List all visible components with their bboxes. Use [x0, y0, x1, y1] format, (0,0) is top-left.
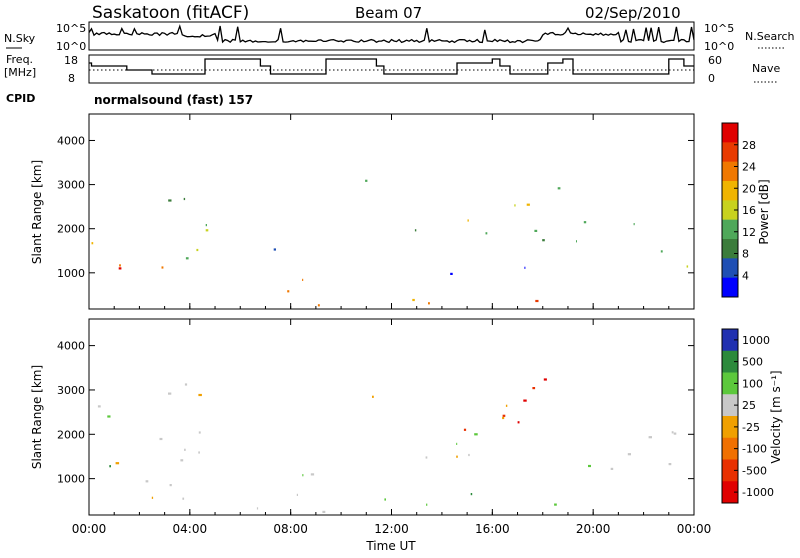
- power-colorbar-tick: 8: [742, 248, 749, 261]
- noise-right-label: N.Search: [745, 30, 795, 43]
- station-title: Saskatoon (fitACF): [92, 3, 249, 23]
- heatmap-blob-12: [576, 221, 663, 253]
- freq-left-tick-bottom: 8: [68, 72, 75, 85]
- power-ylabel: Slant Range [km]: [30, 160, 44, 264]
- noise-left-label: N.Sky: [4, 32, 36, 45]
- nave-tick-top: 60: [708, 54, 722, 67]
- ytick-label: 2000: [57, 223, 85, 236]
- freq-panel: Freq. [MHz] 18 8 60 0 Nave: [4, 53, 780, 85]
- noise-sky-line: [88, 24, 695, 44]
- power-colorbar-tick: 16: [742, 204, 756, 217]
- heatmap-blob-4: [168, 197, 186, 202]
- heatmap-blob-2: [296, 473, 326, 513]
- ytick-label: 1000: [57, 267, 85, 280]
- freq-left-tick-top: 18: [64, 54, 78, 67]
- velocity-colorbar-tick: 100: [742, 377, 763, 390]
- heatmap-blob-6: [463, 414, 506, 431]
- heatmap-blob-8: [588, 431, 677, 470]
- velocity-colorbar-tick: 25: [742, 399, 756, 412]
- heatmap-blob-7: [517, 378, 547, 424]
- power-colorbar-tick: 28: [742, 139, 756, 152]
- velocity-colorbar-tick: -1000: [742, 486, 774, 499]
- power-colorbar-tick: 4: [742, 269, 749, 282]
- date-title: 02/Sep/2010: [585, 4, 681, 22]
- power-colorbar-tick: 20: [742, 182, 756, 195]
- power-panel: 1000 2000 3000 4000 Slant Range [km] 4 8 12 16…: [30, 113, 771, 310]
- heatmap-blob-5: [287, 278, 320, 307]
- heatmap-blob-10: [450, 266, 526, 275]
- ytick-label: 2000: [57, 428, 85, 441]
- heatmap-blob-1: [109, 465, 111, 468]
- heatmap-blob-2: [185, 224, 209, 260]
- nave-tick-bottom: 0: [708, 72, 715, 85]
- xtick-label: 00:00: [677, 522, 712, 536]
- xtick-label: 16:00: [475, 522, 510, 536]
- xtick-label: 08:00: [273, 522, 308, 536]
- heatmap-blob-6: [273, 248, 276, 251]
- heatmap-blob-7: [412, 298, 539, 305]
- ytick-label: 1000: [57, 473, 85, 486]
- noise-left-tick-bottom: 10^0: [56, 40, 86, 53]
- heatmap-blob-0: [91, 242, 121, 267]
- heatmap-blob-3: [256, 507, 259, 510]
- velocity-colorbar-tick: 1000: [742, 334, 770, 347]
- velocity-panel: 1000 2000 3000 4000 Slant Range [km] 1000 50…: [30, 318, 783, 516]
- noise-right-tick-bottom: 10^0: [704, 40, 734, 53]
- heatmap-blob-1: [118, 267, 122, 270]
- nave-label: Nave: [752, 62, 780, 75]
- velocity-colorbar-tick: -25: [742, 421, 760, 434]
- freq-label-2: [MHz]: [4, 66, 36, 79]
- heatmap-blob-3: [161, 266, 164, 269]
- heatmap-blob-5: [425, 404, 508, 459]
- velocity-ylabel: Slant Range [km]: [30, 365, 44, 469]
- power-colorbar-tick: 24: [742, 161, 756, 174]
- xtick-label: 20:00: [576, 522, 611, 536]
- power-colorbar-label: Power [dB]: [757, 179, 771, 244]
- xtick-label: 04:00: [173, 522, 208, 536]
- freq-label-1: Freq.: [6, 53, 33, 66]
- cpid-label: CPID: [6, 92, 35, 105]
- time-axis: 00:00 04:00 08:00 12:00 16:00 20:00 00:00: [72, 114, 712, 536]
- heatmap-blob-11: [557, 187, 561, 190]
- heatmap-blob-0: [97, 383, 202, 500]
- velocity-colorbar-label: Velocity [m s⁻¹]: [769, 370, 783, 463]
- ytick-label: 4000: [57, 340, 85, 353]
- velocity-colorbar-tick: 500: [742, 356, 763, 369]
- noise-panel: N.Sky 10^5 10^0 10^5 10^0 N.Search: [4, 21, 795, 53]
- freq-line: [89, 58, 694, 75]
- heatmap-blob-14: [686, 265, 689, 268]
- power-colorbar: 4 8 12 16 20 24 28: [721, 122, 756, 298]
- velocity-data: [97, 378, 677, 513]
- heatmap-blob-9: [372, 395, 374, 398]
- heatmap-blob-8: [365, 179, 368, 182]
- power-data: [91, 179, 689, 307]
- noise-right-tick-top: 10^5: [704, 22, 734, 35]
- heatmap-blob-9: [414, 203, 545, 242]
- noise-left-tick-top: 10^5: [56, 22, 86, 35]
- heatmap-blob-4: [384, 493, 557, 506]
- xtick-label: 12:00: [374, 522, 409, 536]
- velocity-colorbar-tick: -100: [742, 443, 767, 456]
- xtick-label: 00:00: [72, 522, 107, 536]
- velocity-colorbar-tick: -500: [742, 464, 767, 477]
- cpid-value: normalsound (fast) 157: [94, 93, 253, 107]
- ytick-label: 4000: [57, 134, 85, 147]
- ytick-label: 3000: [57, 179, 85, 192]
- beam-title: Beam 07: [355, 4, 422, 22]
- time-axis-label: Time UT: [365, 539, 416, 553]
- power-colorbar-tick: 12: [742, 226, 756, 239]
- velocity-colorbar: 1000 500 100 25 -25 -100 -500 -1000: [721, 328, 774, 504]
- ytick-label: 3000: [57, 384, 85, 397]
